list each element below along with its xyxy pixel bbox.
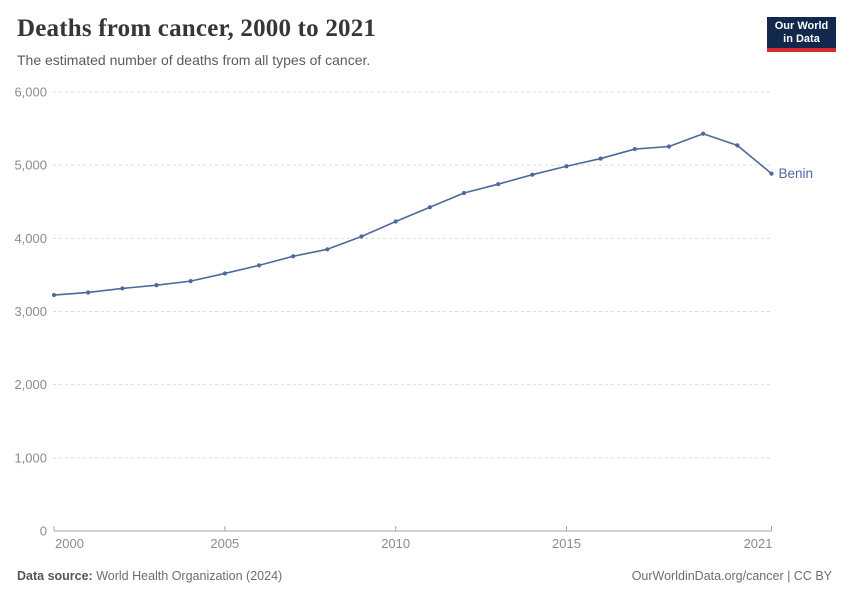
- y-tick-label: 0: [40, 524, 47, 539]
- data-point: [769, 171, 774, 176]
- series-end-label-benin: Benin: [779, 166, 814, 181]
- data-point: [530, 172, 535, 177]
- data-point: [120, 286, 125, 291]
- data-line-benin: [53, 132, 773, 296]
- y-tick-label: 5,000: [14, 158, 47, 173]
- owid-logo-line1: Our World: [774, 20, 829, 32]
- owid-logo-text: Our World in Data: [767, 17, 836, 48]
- x-tick-label: 2000: [55, 536, 84, 551]
- owid-logo[interactable]: Our World in Data: [767, 17, 836, 52]
- data-point: [496, 182, 501, 187]
- data-point: [188, 279, 193, 284]
- data-point: [598, 156, 603, 161]
- data-point: [86, 290, 91, 295]
- data-point: [325, 247, 330, 252]
- owid-logo-line2: in Data: [783, 32, 820, 45]
- data-point: [291, 254, 296, 259]
- x-tick-label: 2010: [381, 536, 410, 551]
- data-point: [359, 234, 364, 239]
- data-source-value: World Health Organization (2024): [92, 569, 283, 583]
- y-tick-label: 1,000: [14, 450, 47, 465]
- data-point: [393, 219, 398, 224]
- page-title: Deaths from cancer, 2000 to 2021: [17, 15, 377, 42]
- x-tick-label: 2015: [552, 536, 581, 551]
- data-source-label: Data source:: [17, 569, 93, 583]
- y-tick-label: 6,000: [14, 85, 47, 100]
- x-tick-label: 2021: [744, 536, 773, 551]
- y-tick-label: 2,000: [14, 377, 47, 392]
- data-point: [256, 263, 262, 268]
- license-link[interactable]: OurWorldinData.org/cancer | CC BY: [631, 569, 832, 583]
- data-point: [666, 144, 672, 149]
- x-tick-label: 2005: [210, 536, 239, 551]
- data-point: [701, 131, 706, 136]
- owid-logo-stripe: [767, 48, 836, 52]
- data-point: [51, 292, 57, 298]
- data-point: [632, 146, 637, 152]
- chart-footer: Data source: World Health Organization (…: [17, 569, 832, 584]
- chart-subtitle: The estimated number of deaths from all …: [17, 52, 371, 68]
- data-point: [461, 190, 467, 196]
- data-point: [735, 143, 740, 148]
- data-point: [564, 164, 569, 169]
- y-tick-label: 3,000: [14, 304, 47, 319]
- data-point: [222, 271, 227, 276]
- data-point: [427, 205, 432, 210]
- y-tick-label: 4,000: [14, 231, 47, 246]
- data-point: [154, 283, 159, 288]
- data-source-note: Data source: World Health Organization (…: [17, 569, 282, 584]
